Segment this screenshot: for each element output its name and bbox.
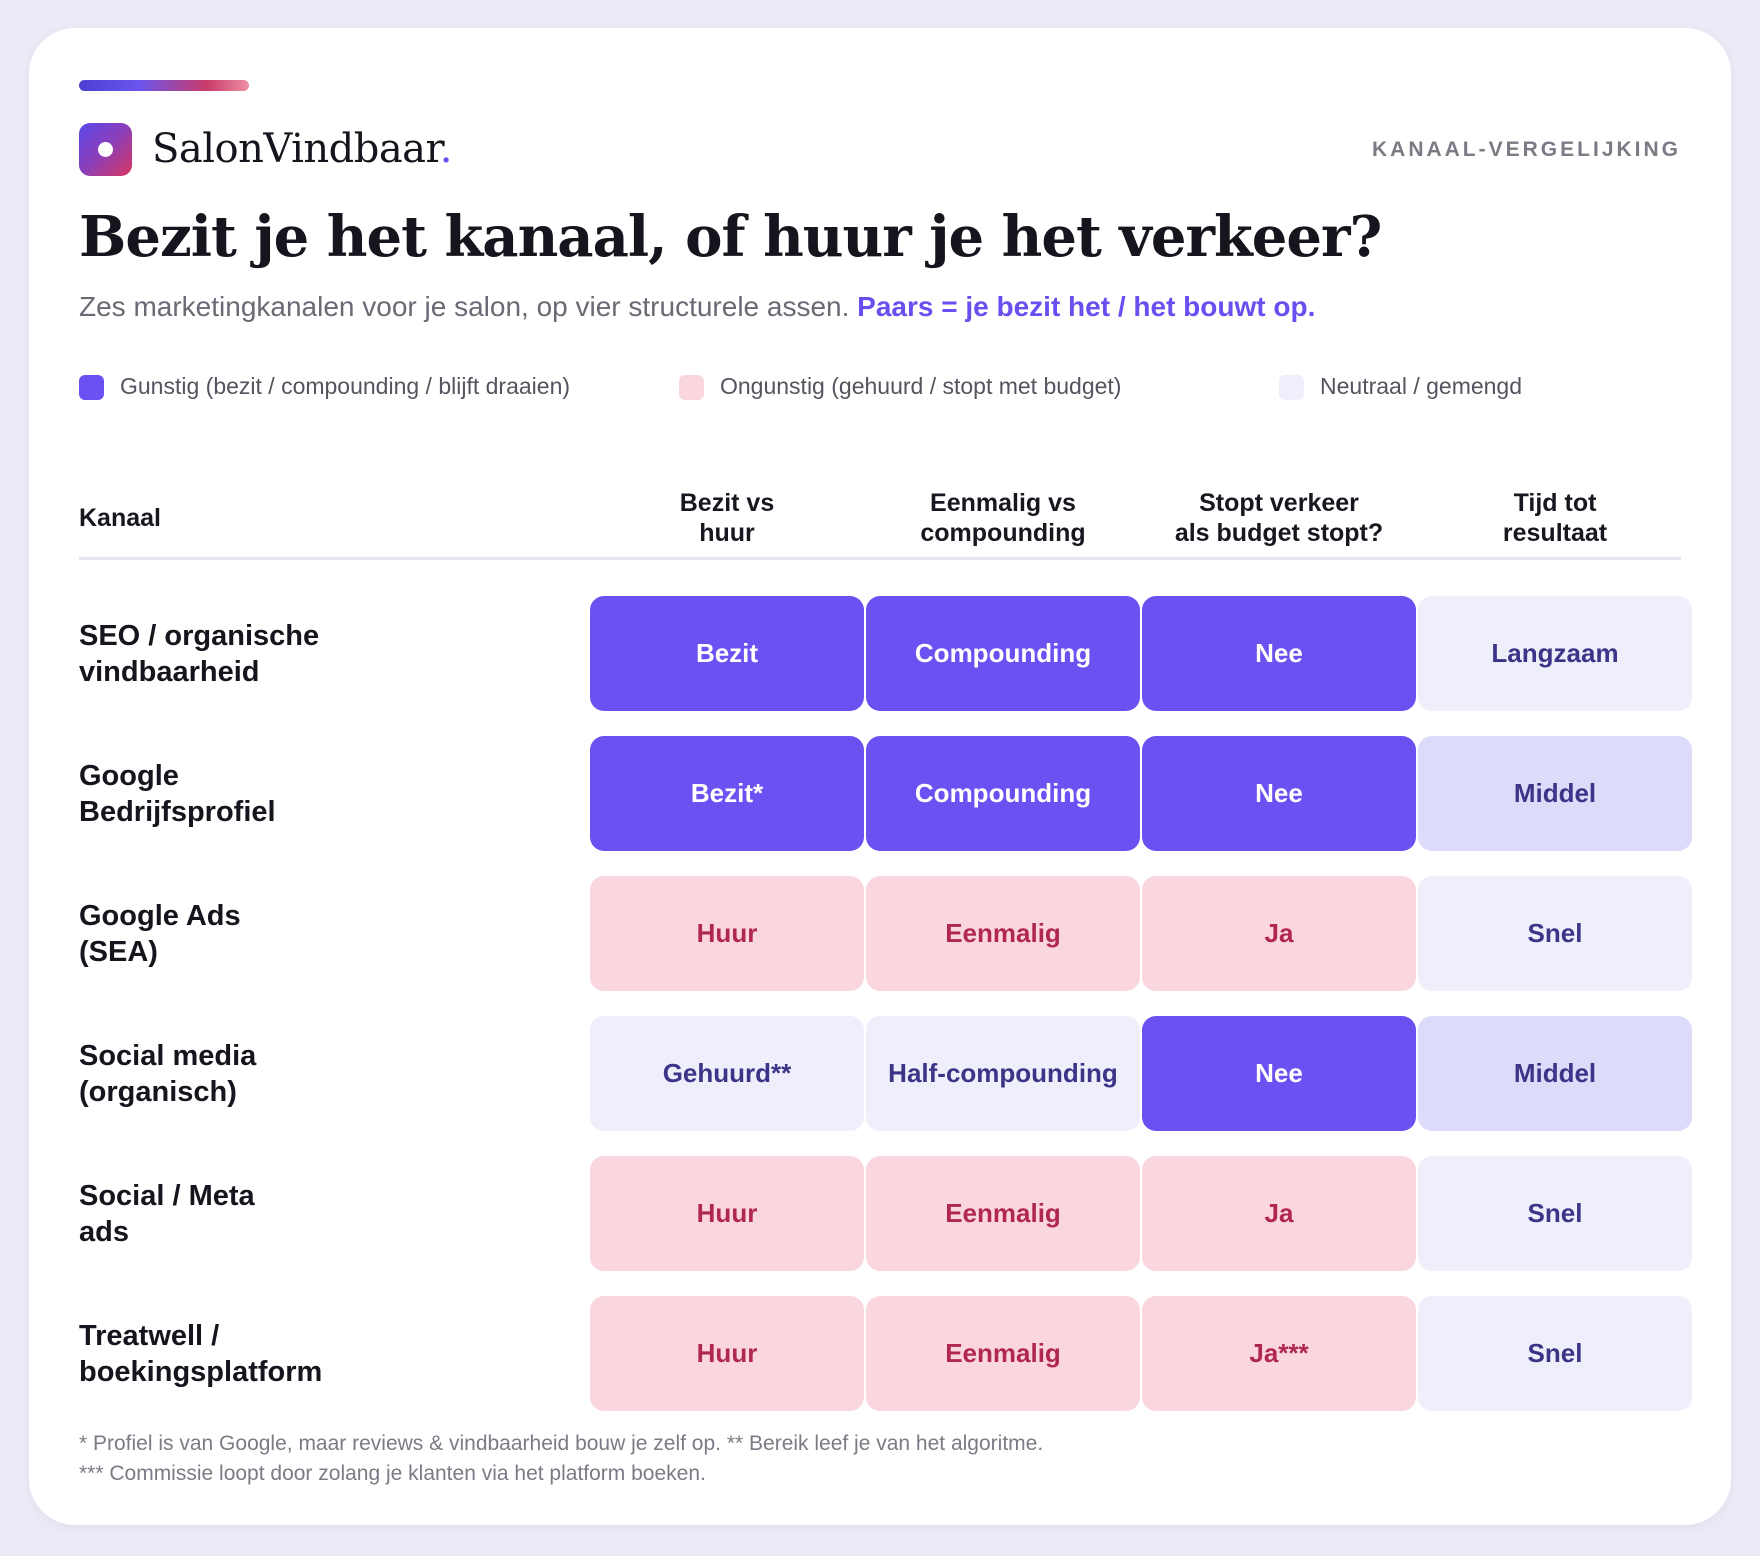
table-cell-value: Ja***: [1249, 1338, 1309, 1368]
table-cell: Huur: [590, 1296, 864, 1411]
table-cell: Bezit: [590, 596, 864, 711]
column-header-label: Eenmalig vs compounding: [920, 489, 1086, 547]
table-cell: Snel: [1418, 1156, 1692, 1271]
table-cell: Bezit*: [590, 736, 864, 851]
table-cell: Middel: [1418, 736, 1692, 851]
row-label-text: Social / Meta ads: [79, 1179, 255, 1248]
table-cell: Snel: [1418, 876, 1692, 991]
column-header-channel: Kanaal: [79, 478, 379, 558]
logo-icon: [79, 123, 132, 176]
row-label-text: Google Ads (SEA): [79, 899, 241, 968]
row-label: Treatwell / boekingsplatform: [79, 1296, 539, 1411]
table-cell-value: Huur: [696, 1338, 758, 1368]
table-cell-value: Eenmalig: [945, 1338, 1061, 1368]
section-label: KANAAL-VERGELIJKING: [1371, 138, 1681, 161]
legend-swatch-favorable: [79, 375, 104, 400]
row-label: Google Bedrijfsprofiel: [79, 736, 539, 851]
legend-swatch-unfavorable: [679, 375, 704, 400]
row-label-text: SEO / organische vindbaarheid: [79, 619, 320, 688]
table-cell-value: Nee: [1255, 778, 1303, 808]
table-cell: Eenmalig: [866, 1156, 1140, 1271]
table-cell-value: Huur: [696, 918, 758, 948]
table-cell-value: Eenmalig: [945, 1198, 1061, 1228]
table-cell: Ja: [1142, 876, 1416, 991]
footnote-2: *** Commissie loopt door zolang je klant…: [79, 1462, 706, 1485]
table-cell: Compounding: [866, 596, 1140, 711]
row-label: Social media (organisch): [79, 1016, 539, 1131]
footnote-1: * Profiel is van Google, maar reviews & …: [79, 1432, 1044, 1455]
table-cell: Nee: [1142, 596, 1416, 711]
table-cell-value: Ja: [1264, 918, 1294, 948]
brand-dot: .: [439, 126, 453, 172]
row-label-text: Social media (organisch): [79, 1039, 257, 1108]
table-cell: Nee: [1142, 736, 1416, 851]
row-label-text: Treatwell / boekingsplatform: [79, 1319, 323, 1388]
legend: Gunstig (bezit / compounding / blijft dr…: [79, 369, 1679, 403]
brand-text: SalonVindbaar: [152, 126, 440, 172]
table-cell-value: Middel: [1513, 1058, 1597, 1088]
table-cell: Half-compounding: [866, 1016, 1140, 1131]
table-cell-value: Nee: [1255, 638, 1303, 668]
table-cell-value: Bezit: [695, 638, 759, 668]
table-cell: Huur: [590, 1156, 864, 1271]
table-cell-value: Huur: [696, 1198, 758, 1228]
row-label: SEO / organische vindbaarheid: [79, 596, 539, 711]
subtitle-accent: Paars = je bezit het / het bouwt op.: [857, 291, 1316, 322]
header-divider: [79, 557, 1681, 560]
legend-label: Neutraal / gemengd: [1320, 373, 1523, 399]
table-cell: Eenmalig: [866, 1296, 1140, 1411]
table-cell-value: Snel: [1527, 1338, 1583, 1368]
column-header-label: Tijd tot resultaat: [1502, 489, 1608, 547]
table-cell-value: Ja: [1264, 1198, 1294, 1228]
legend-swatch-neutral: [1279, 375, 1304, 400]
column-header-compounding: Eenmalig vs compounding: [866, 478, 1140, 558]
table-cell: Gehuurd**: [590, 1016, 864, 1131]
table-cell: Snel: [1418, 1296, 1692, 1411]
legend-label: Ongunstig (gehuurd / stopt met budget): [720, 373, 1122, 399]
table-cell: Langzaam: [1418, 596, 1692, 711]
table-cell: Eenmalig: [866, 876, 1140, 991]
table-cell-value: Compounding: [914, 778, 1092, 808]
table-cell-value: Snel: [1527, 918, 1583, 948]
table-cell: Nee: [1142, 1016, 1416, 1131]
column-header-time-to-result: Tijd tot resultaat: [1418, 478, 1692, 558]
brand-name: SalonVindbaar.: [152, 120, 452, 178]
subtitle: Zes marketingkanalen voor je salon, op v…: [79, 289, 1315, 325]
subtitle-text: Zes marketingkanalen voor je salon, op v…: [79, 291, 850, 322]
table-cell-value: Compounding: [914, 638, 1092, 668]
table-cell-value: Gehuurd**: [662, 1058, 792, 1088]
table-cell-value: Middel: [1513, 778, 1597, 808]
table-cell: Huur: [590, 876, 864, 991]
table-cell: Compounding: [866, 736, 1140, 851]
logo-dot: [98, 142, 113, 157]
column-header-label: Bezit vs huur: [679, 489, 775, 547]
table-cell-value: Eenmalig: [945, 918, 1061, 948]
column-header-label: Stopt verkeer als budget stopt?: [1174, 489, 1384, 547]
column-header-traffic-stops: Stopt verkeer als budget stopt?: [1142, 478, 1416, 558]
column-header-ownership: Bezit vs huur: [590, 478, 864, 558]
column-header-label: Kanaal: [79, 504, 161, 532]
table-cell: Middel: [1418, 1016, 1692, 1131]
table-cell: Ja***: [1142, 1296, 1416, 1411]
table-cell-value: Snel: [1527, 1198, 1583, 1228]
table-cell-value: Langzaam: [1491, 638, 1619, 668]
table-cell-value: Nee: [1255, 1058, 1303, 1088]
row-label-text: Google Bedrijfsprofiel: [79, 759, 276, 828]
row-label: Social / Meta ads: [79, 1156, 539, 1271]
table-cell: Ja: [1142, 1156, 1416, 1271]
table-cell-value: Half-compounding: [888, 1058, 1118, 1088]
legend-label: Gunstig (bezit / compounding / blijft dr…: [120, 373, 571, 399]
accent-bar: [79, 80, 249, 91]
row-label: Google Ads (SEA): [79, 876, 539, 991]
table-cell-value: Bezit*: [690, 778, 764, 808]
page-title: Bezit je het kanaal, of huur je het verk…: [79, 204, 1382, 270]
